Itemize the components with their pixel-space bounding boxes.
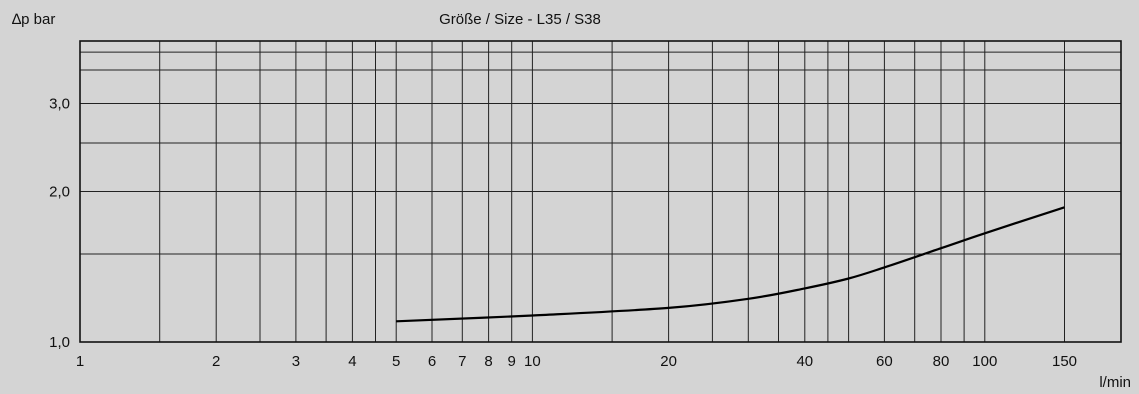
x-tick-label: 5 — [392, 353, 400, 370]
x-tick-label: 2 — [212, 353, 220, 370]
x-tick-label: 8 — [484, 353, 492, 370]
x-tick-label: 150 — [1052, 353, 1077, 370]
x-tick-label: 100 — [972, 353, 997, 370]
x-tick-label: 7 — [458, 353, 466, 370]
y-tick-label: 1,0 — [49, 334, 70, 351]
x-tick-label: 9 — [508, 353, 516, 370]
series-curve — [396, 206, 1065, 323]
tick-label-layer: 1 2 3 4 5 6 7 8 9 10 20 40 60 80 100 150 1,0 2,0 3,0 — [49, 96, 1077, 371]
y-axis-label: ∆p bar — [12, 11, 55, 28]
y-tick-label: 2,0 — [49, 184, 70, 201]
x-tick-label: 4 — [348, 353, 356, 370]
x-tick-label: 3 — [292, 353, 300, 370]
x-tick-label: 6 — [428, 353, 436, 370]
chart-title: Größe / Size - L35 / S38 — [439, 11, 601, 28]
x-tick-label: 10 — [524, 353, 541, 370]
plot-frame — [79, 40, 1122, 343]
grid-layer — [80, 41, 1121, 342]
x-tick-label: 60 — [876, 353, 893, 370]
x-tick-label: 1 — [76, 353, 84, 370]
y-tick-label: 3,0 — [49, 96, 70, 113]
x-tick-label: 20 — [660, 353, 677, 370]
x-axis-label: l/min — [1099, 374, 1131, 391]
x-tick-label: 80 — [933, 353, 950, 370]
x-tick-label: 40 — [796, 353, 813, 370]
